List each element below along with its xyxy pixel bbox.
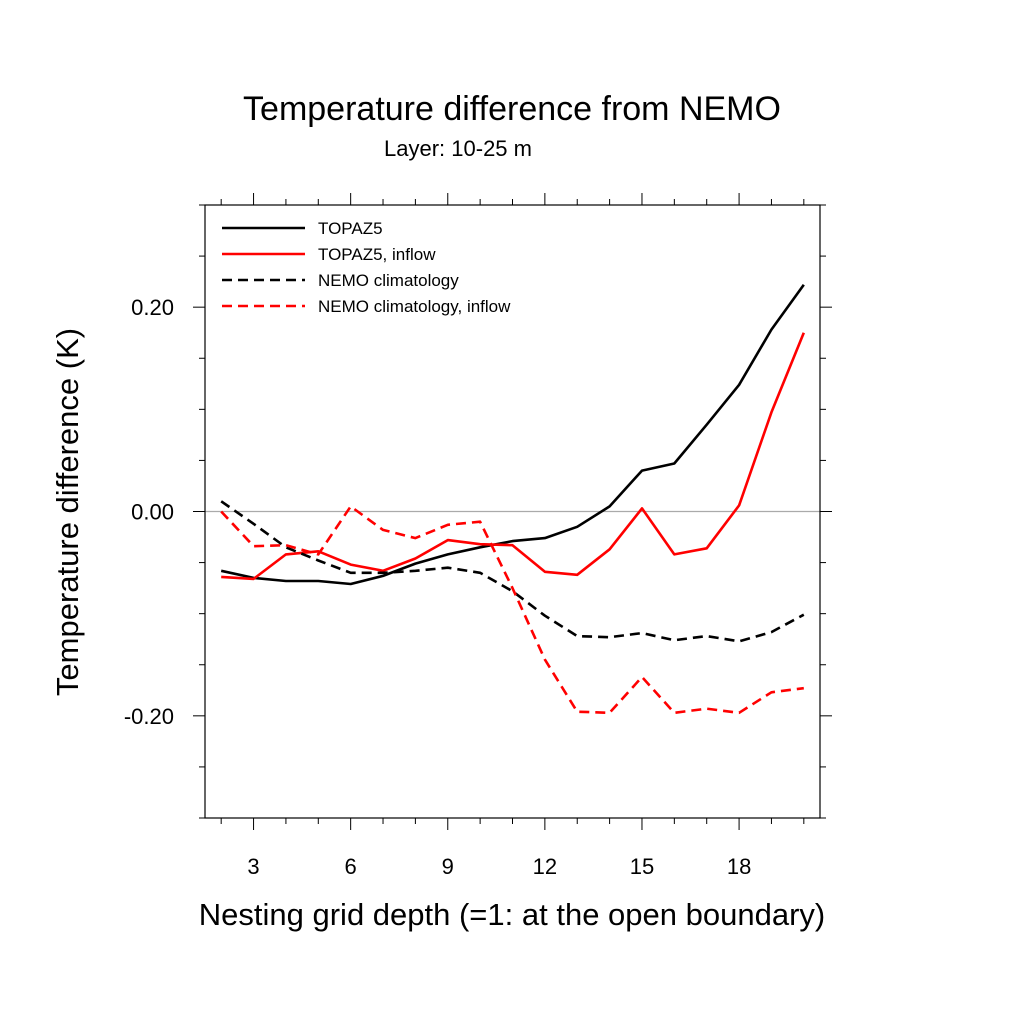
x-tick-label: 3 — [247, 854, 259, 879]
x-tick-label: 9 — [442, 854, 454, 879]
series-line-3 — [220, 500, 805, 643]
chart-subtitle: Layer: 10-25 m — [384, 136, 532, 161]
x-tick-label: 6 — [345, 854, 357, 879]
x-tick-label: 18 — [727, 854, 751, 879]
legend-label: NEMO climatology — [318, 271, 459, 290]
y-tick-label: 0.00 — [131, 500, 174, 525]
x-axis-label: Nesting grid depth (=1: at the open boun… — [199, 897, 825, 932]
x-tick-label: 12 — [533, 854, 557, 879]
chart-title: Temperature difference from NEMO — [243, 90, 781, 128]
series-line-2 — [221, 332, 806, 581]
y-tick-label: 0.20 — [131, 295, 174, 320]
y-axis-label: Temperature difference (K) — [50, 328, 85, 696]
legend-label: NEMO climatology, inflow — [318, 297, 511, 316]
legend-label: TOPAZ5, inflow — [318, 245, 436, 264]
legend-label: TOPAZ5 — [318, 219, 383, 238]
series-line-4 — [220, 505, 804, 715]
x-tick-label: 15 — [630, 854, 654, 879]
legend: TOPAZ5 TOPAZ5, inflow NEMO climatology NEMO… — [222, 219, 511, 316]
series-line-1 — [220, 283, 805, 586]
y-tick-label: -0.20 — [124, 704, 174, 729]
